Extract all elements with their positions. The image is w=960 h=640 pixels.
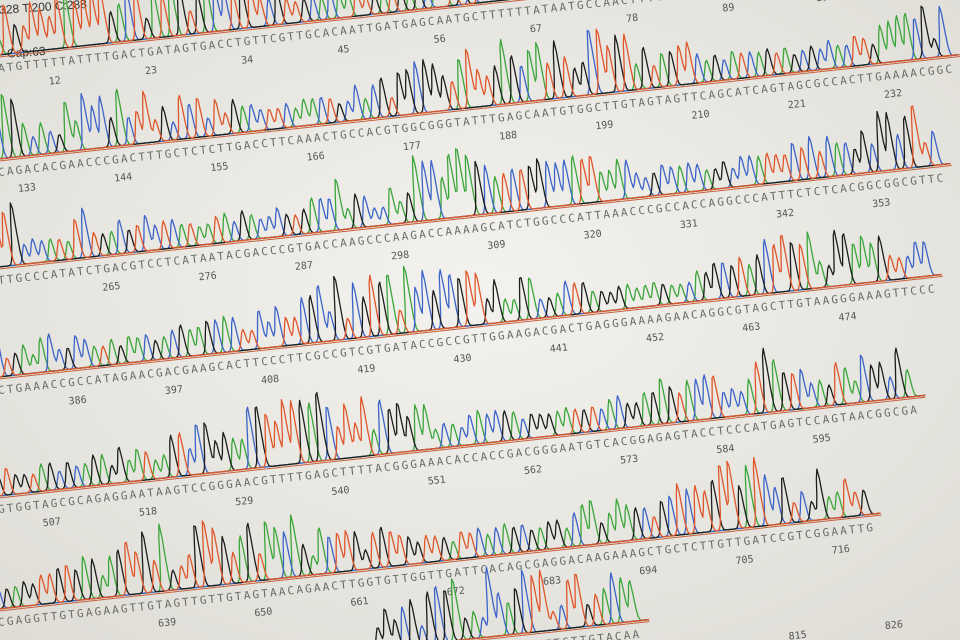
position-label: 661	[350, 596, 369, 609]
position-label: 331	[679, 218, 698, 231]
position-label: 518	[139, 506, 158, 519]
position-label: 34	[241, 55, 254, 67]
trace	[371, 569, 650, 640]
position-label: 309	[487, 239, 506, 252]
position-label: 694	[639, 565, 658, 578]
position-label: 287	[294, 260, 313, 273]
position-label: 639	[158, 617, 177, 630]
position-label: 584	[716, 443, 735, 456]
position-label: 551	[427, 475, 446, 488]
position-label: 166	[306, 151, 325, 164]
position-label: 716	[831, 544, 850, 557]
position-label: 683	[543, 575, 562, 588]
position-label: 188	[499, 130, 518, 143]
trace	[0, 105, 951, 269]
baseline	[0, 396, 926, 500]
position-label: 133	[17, 182, 36, 195]
trace	[0, 234, 942, 379]
trace	[0, 0, 863, 57]
position-label: 89	[722, 2, 735, 14]
position-label: 452	[646, 332, 665, 345]
position-label: 705	[735, 554, 754, 567]
position-label: 199	[595, 119, 614, 132]
position-label: 177	[402, 140, 421, 153]
position-label: 397	[164, 384, 183, 397]
position-label: 298	[391, 250, 410, 263]
position-label: 67	[529, 23, 542, 35]
position-label: 430	[453, 353, 472, 366]
position-label: 386	[68, 395, 87, 408]
position-label: 45	[337, 44, 350, 56]
position-label: 562	[523, 464, 542, 477]
position-label: 155	[210, 161, 229, 174]
position-label: 12	[48, 75, 61, 87]
position-label: 672	[446, 586, 465, 599]
position-label: 210	[691, 109, 710, 122]
position-label: 221	[787, 98, 806, 111]
position-label: 441	[549, 342, 568, 355]
baseline	[0, 0, 865, 59]
position-label: 463	[742, 321, 761, 334]
position-label: 320	[583, 229, 602, 242]
baseline	[0, 55, 960, 163]
position-label: 529	[235, 496, 254, 509]
position-label: 342	[776, 208, 795, 221]
trace	[0, 0, 863, 57]
position-label: 573	[620, 454, 639, 467]
position-label: 815	[788, 630, 807, 640]
position-label: 100	[815, 0, 834, 4]
baseline	[0, 164, 952, 271]
position-label: 507	[42, 516, 61, 529]
position-label: 276	[198, 270, 217, 283]
position-label: 540	[331, 485, 350, 498]
baseline	[371, 621, 650, 640]
position-label: 474	[838, 311, 857, 324]
position-label: 826	[884, 619, 903, 632]
trace	[0, 28, 960, 161]
position-label: 232	[884, 88, 903, 101]
position-label: 408	[261, 374, 280, 387]
trace	[0, 456, 881, 611]
trace	[0, 361, 926, 498]
position-label: 144	[114, 172, 133, 185]
baseline	[0, 275, 943, 381]
position-label: 265	[102, 281, 121, 294]
position-label: 419	[357, 363, 376, 376]
trace	[0, 468, 881, 611]
position-label: 650	[254, 606, 273, 619]
baseline	[0, 514, 882, 613]
trace	[0, 5, 960, 161]
position-label: 595	[812, 433, 831, 446]
position-label: 353	[872, 197, 891, 210]
position-label: 78	[626, 13, 639, 25]
position-label: 56	[433, 34, 446, 46]
position-label: 23	[144, 65, 157, 77]
